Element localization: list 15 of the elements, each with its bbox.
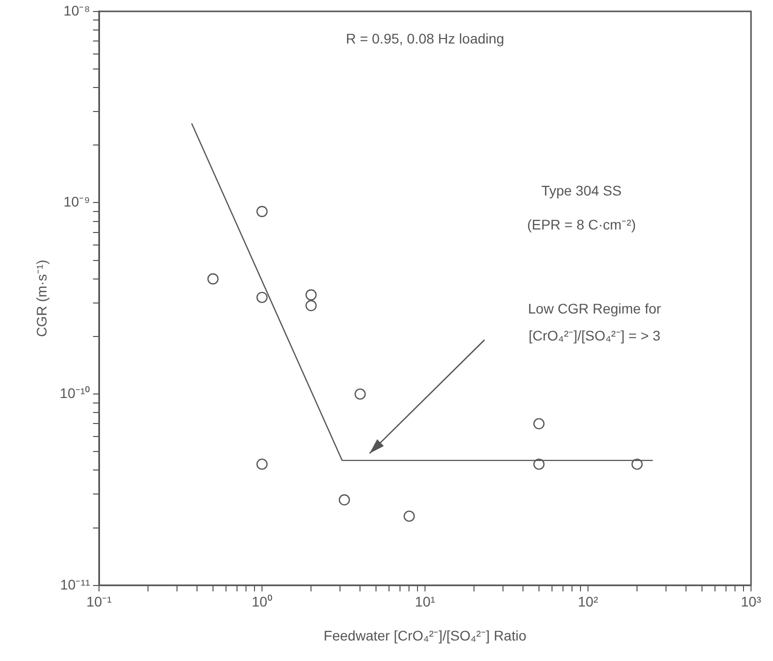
x-tick-label: 10⁻¹ <box>86 594 112 610</box>
y-axis-title: CGR (m·s⁻¹) <box>33 260 50 338</box>
x-tick-label: 10² <box>578 594 598 610</box>
x-tick-label: 10⁰ <box>252 594 272 610</box>
annotation: (EPR = 8 C·cm⁻²) <box>527 216 636 232</box>
x-tick-label: 10³ <box>740 594 762 610</box>
x-tick-label: 10¹ <box>414 594 436 610</box>
annotation: Type 304 SS <box>541 182 622 198</box>
text: R = 0.95, 0.08 Hz loading <box>346 30 504 46</box>
x-axis-title: Feedwater [CrO₄²⁻]/[SO₄²⁻] Ratio <box>324 627 527 644</box>
y-tick-label: 10⁻⁹ <box>63 194 90 210</box>
y-tick-label: 10⁻¹¹ <box>60 576 90 592</box>
y-tick-label: 10⁻⁸ <box>64 2 90 18</box>
y-tick-label: 10⁻¹⁰ <box>60 384 90 401</box>
annotation: Low CGR Regime for [CrO₄²⁻]/[SO₄²⁻] = > 3 <box>528 300 662 344</box>
